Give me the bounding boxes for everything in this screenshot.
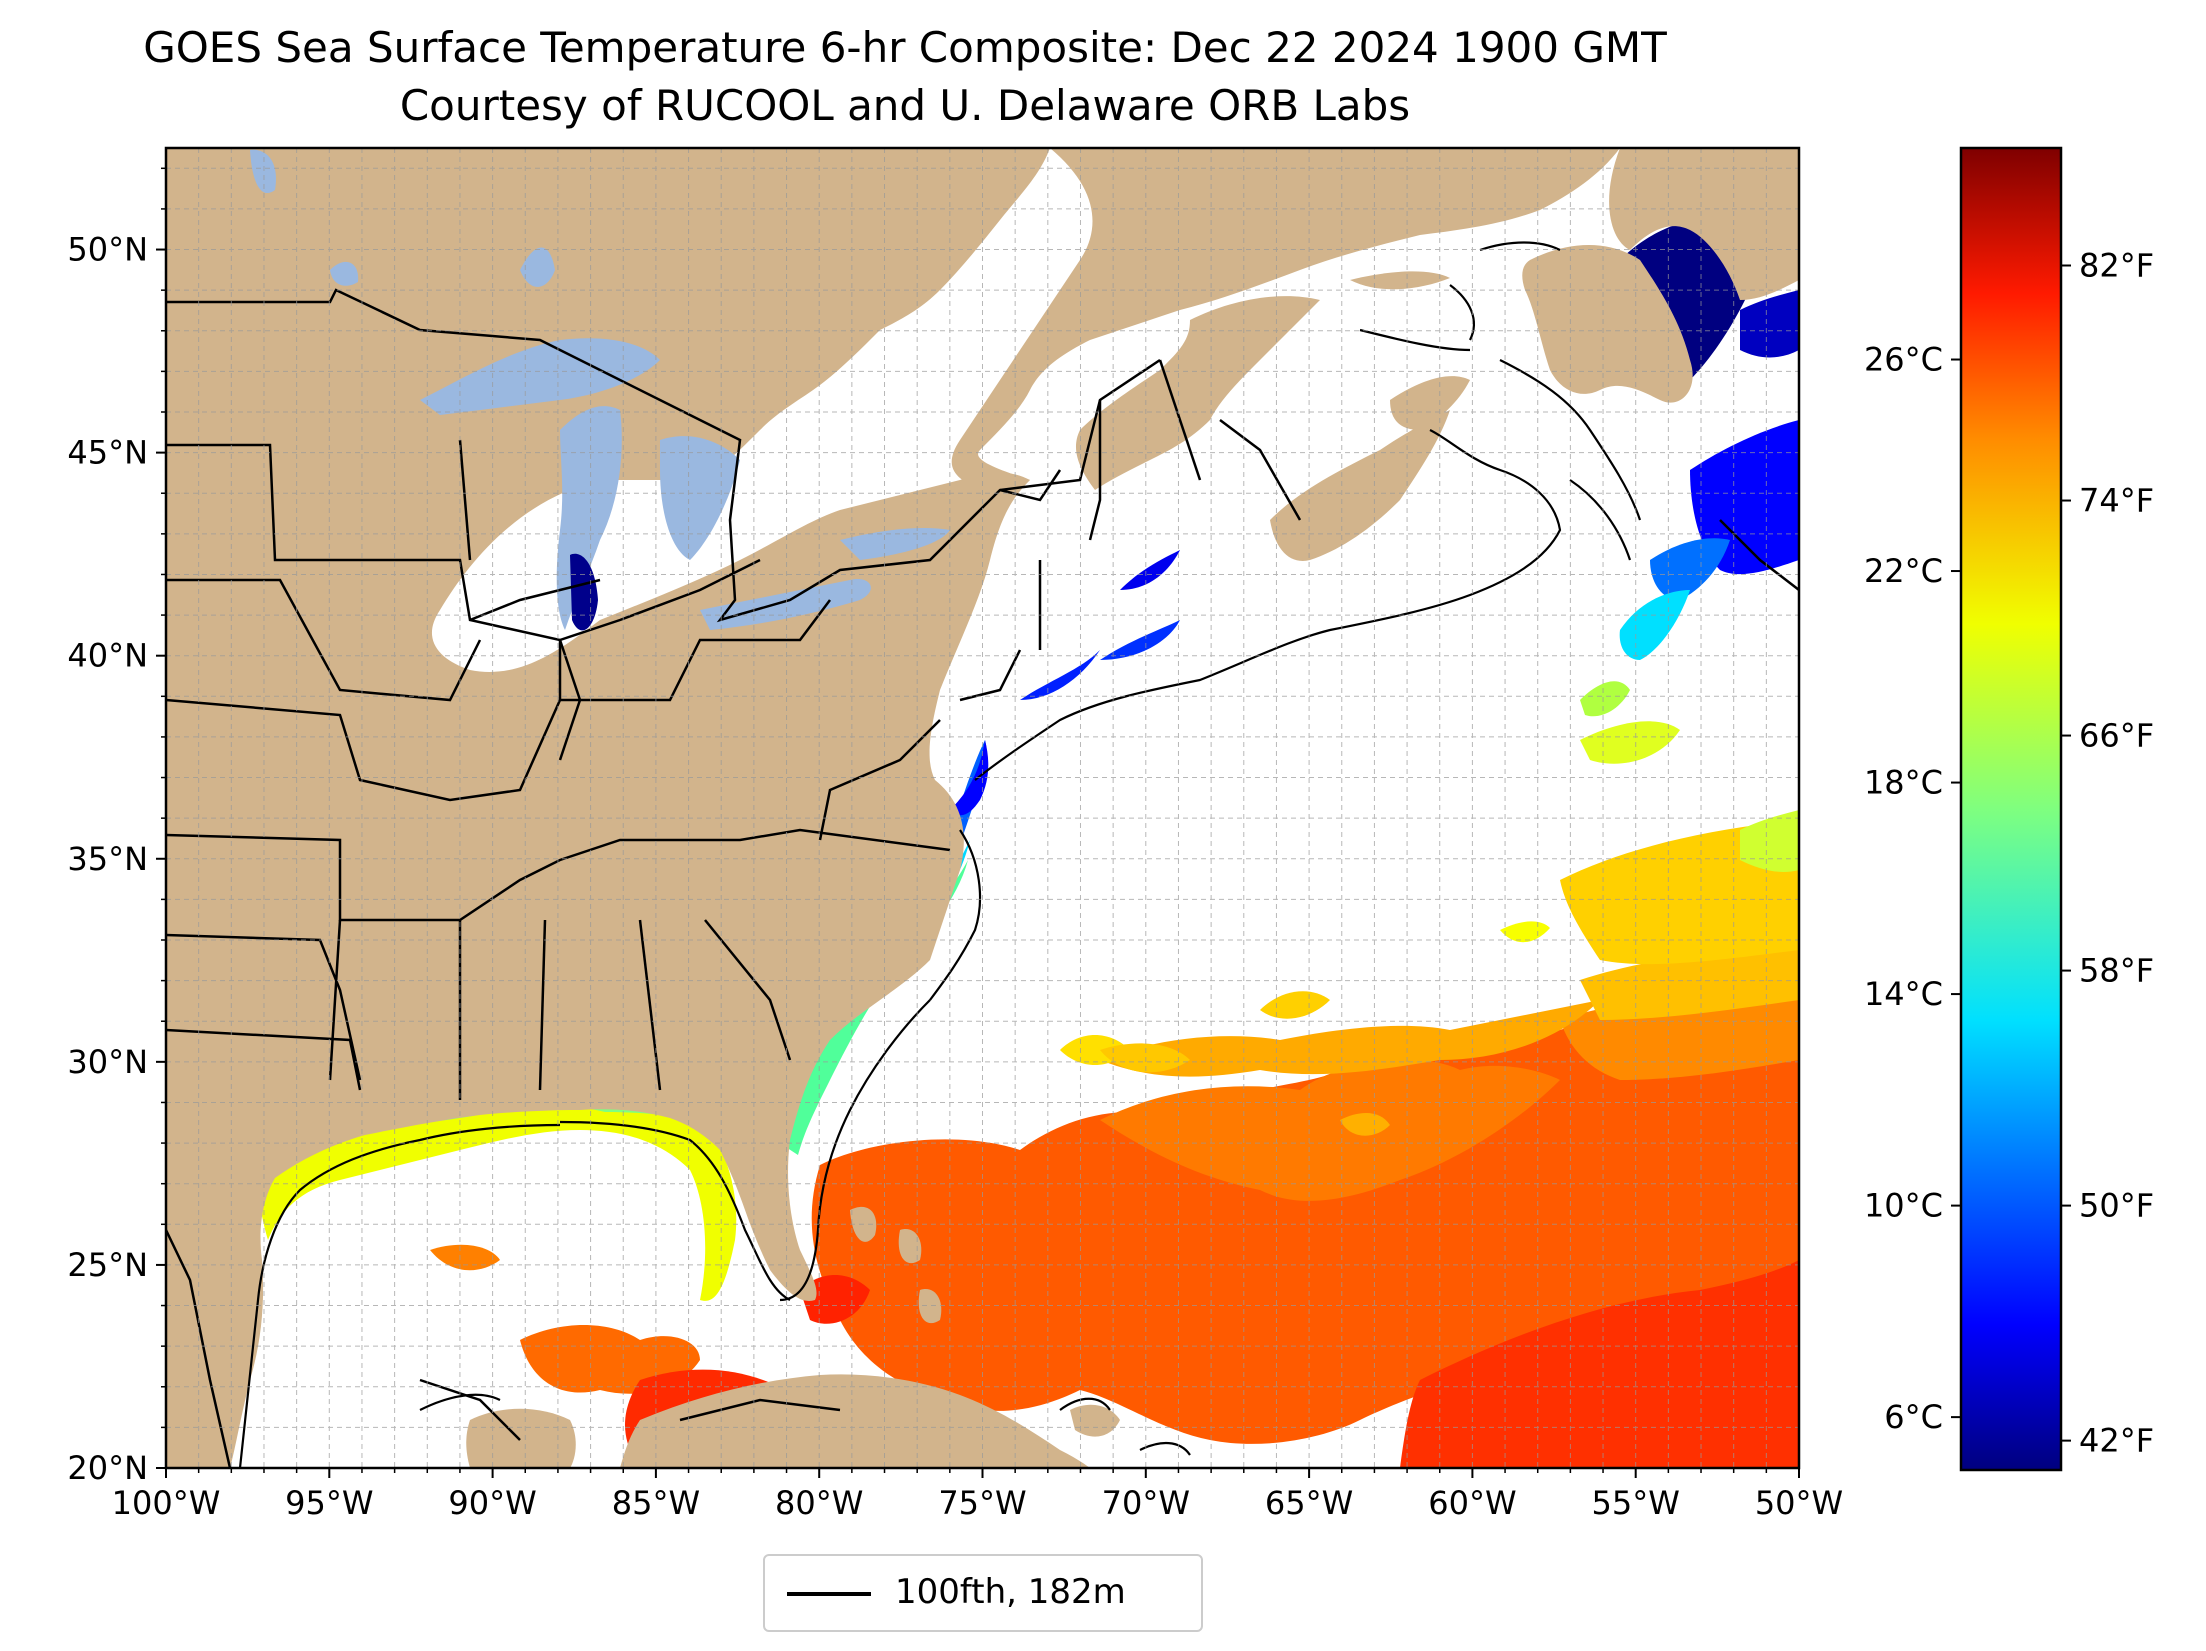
lon-tick-label: 70°W bbox=[1102, 1484, 1190, 1522]
lon-tick-label: 100°W bbox=[112, 1484, 221, 1522]
legend: 100fth, 182m bbox=[763, 1554, 1203, 1632]
longitude-axis: 100°W 95°W 90°W 85°W 80°W 75°W 70°W 65°W 60°W 55°… bbox=[112, 1468, 1843, 1522]
lat-tick-label: 45°N bbox=[67, 434, 148, 472]
colorbar-gradient bbox=[1959, 146, 2063, 1472]
colorbar-fahrenheit-ticks: 82°F 74°F 66°F 58°F 50°F 42°F bbox=[2061, 247, 2154, 1460]
map-title: GOES Sea Surface Temperature 6-hr Compos… bbox=[143, 23, 1667, 72]
lon-tick-label: 85°W bbox=[612, 1484, 700, 1522]
lon-tick-label: 90°W bbox=[448, 1484, 536, 1522]
celsius-tick-label: 26°C bbox=[1864, 341, 1943, 379]
lon-tick-label: 95°W bbox=[285, 1484, 373, 1522]
isobath-100fth bbox=[238, 241, 1642, 1468]
celsius-tick-label: 14°C bbox=[1864, 975, 1943, 1013]
gridlines bbox=[166, 148, 1799, 1468]
fahrenheit-tick-label: 66°F bbox=[2079, 717, 2154, 755]
colorbar-celsius-ticks: 26°C 22°C 18°C 14°C 10°C 6°C bbox=[1864, 341, 1961, 1436]
map-area[interactable] bbox=[166, 148, 1799, 1468]
lat-tick-label: 50°N bbox=[67, 231, 148, 269]
fahrenheit-tick-label: 82°F bbox=[2079, 247, 2154, 285]
lat-tick-label: 35°N bbox=[67, 840, 148, 878]
lat-tick-label: 25°N bbox=[67, 1246, 148, 1284]
fahrenheit-tick-label: 58°F bbox=[2079, 952, 2154, 990]
lon-tick-label: 50°W bbox=[1755, 1484, 1843, 1522]
celsius-tick-label: 22°C bbox=[1864, 552, 1943, 590]
celsius-tick-label: 6°C bbox=[1884, 1398, 1943, 1436]
celsius-tick-label: 18°C bbox=[1864, 764, 1943, 802]
lon-tick-label: 75°W bbox=[938, 1484, 1026, 1522]
borders-layer bbox=[166, 288, 1799, 1468]
fahrenheit-tick-label: 74°F bbox=[2079, 482, 2154, 520]
fahrenheit-tick-label: 50°F bbox=[2079, 1187, 2154, 1225]
map-subtitle: Courtesy of RUCOOL and U. Delaware ORB L… bbox=[399, 81, 1411, 130]
colorbar[interactable]: 26°C 22°C 18°C 14°C 10°C 6°C 82°F 74°F 66°F 58°F… bbox=[1864, 146, 2154, 1472]
celsius-tick-label: 10°C bbox=[1864, 1187, 1943, 1225]
lat-tick-label: 30°N bbox=[67, 1043, 148, 1081]
land-layer bbox=[166, 148, 1799, 1468]
fahrenheit-tick-label: 42°F bbox=[2079, 1422, 2154, 1460]
legend-label: 100fth, 182m bbox=[895, 1572, 1126, 1612]
legend-line-swatch bbox=[787, 1592, 871, 1596]
lon-tick-label: 60°W bbox=[1428, 1484, 1516, 1522]
lon-tick-label: 80°W bbox=[775, 1484, 863, 1522]
lat-tick-label: 40°N bbox=[67, 637, 148, 675]
lon-tick-label: 65°W bbox=[1265, 1484, 1353, 1522]
latitude-axis: 50°N 45°N 40°N 35°N 30°N 25°N 20°N bbox=[67, 167, 166, 1487]
lat-tick-label: 20°N bbox=[67, 1449, 148, 1487]
lon-tick-label: 55°W bbox=[1592, 1484, 1680, 1522]
